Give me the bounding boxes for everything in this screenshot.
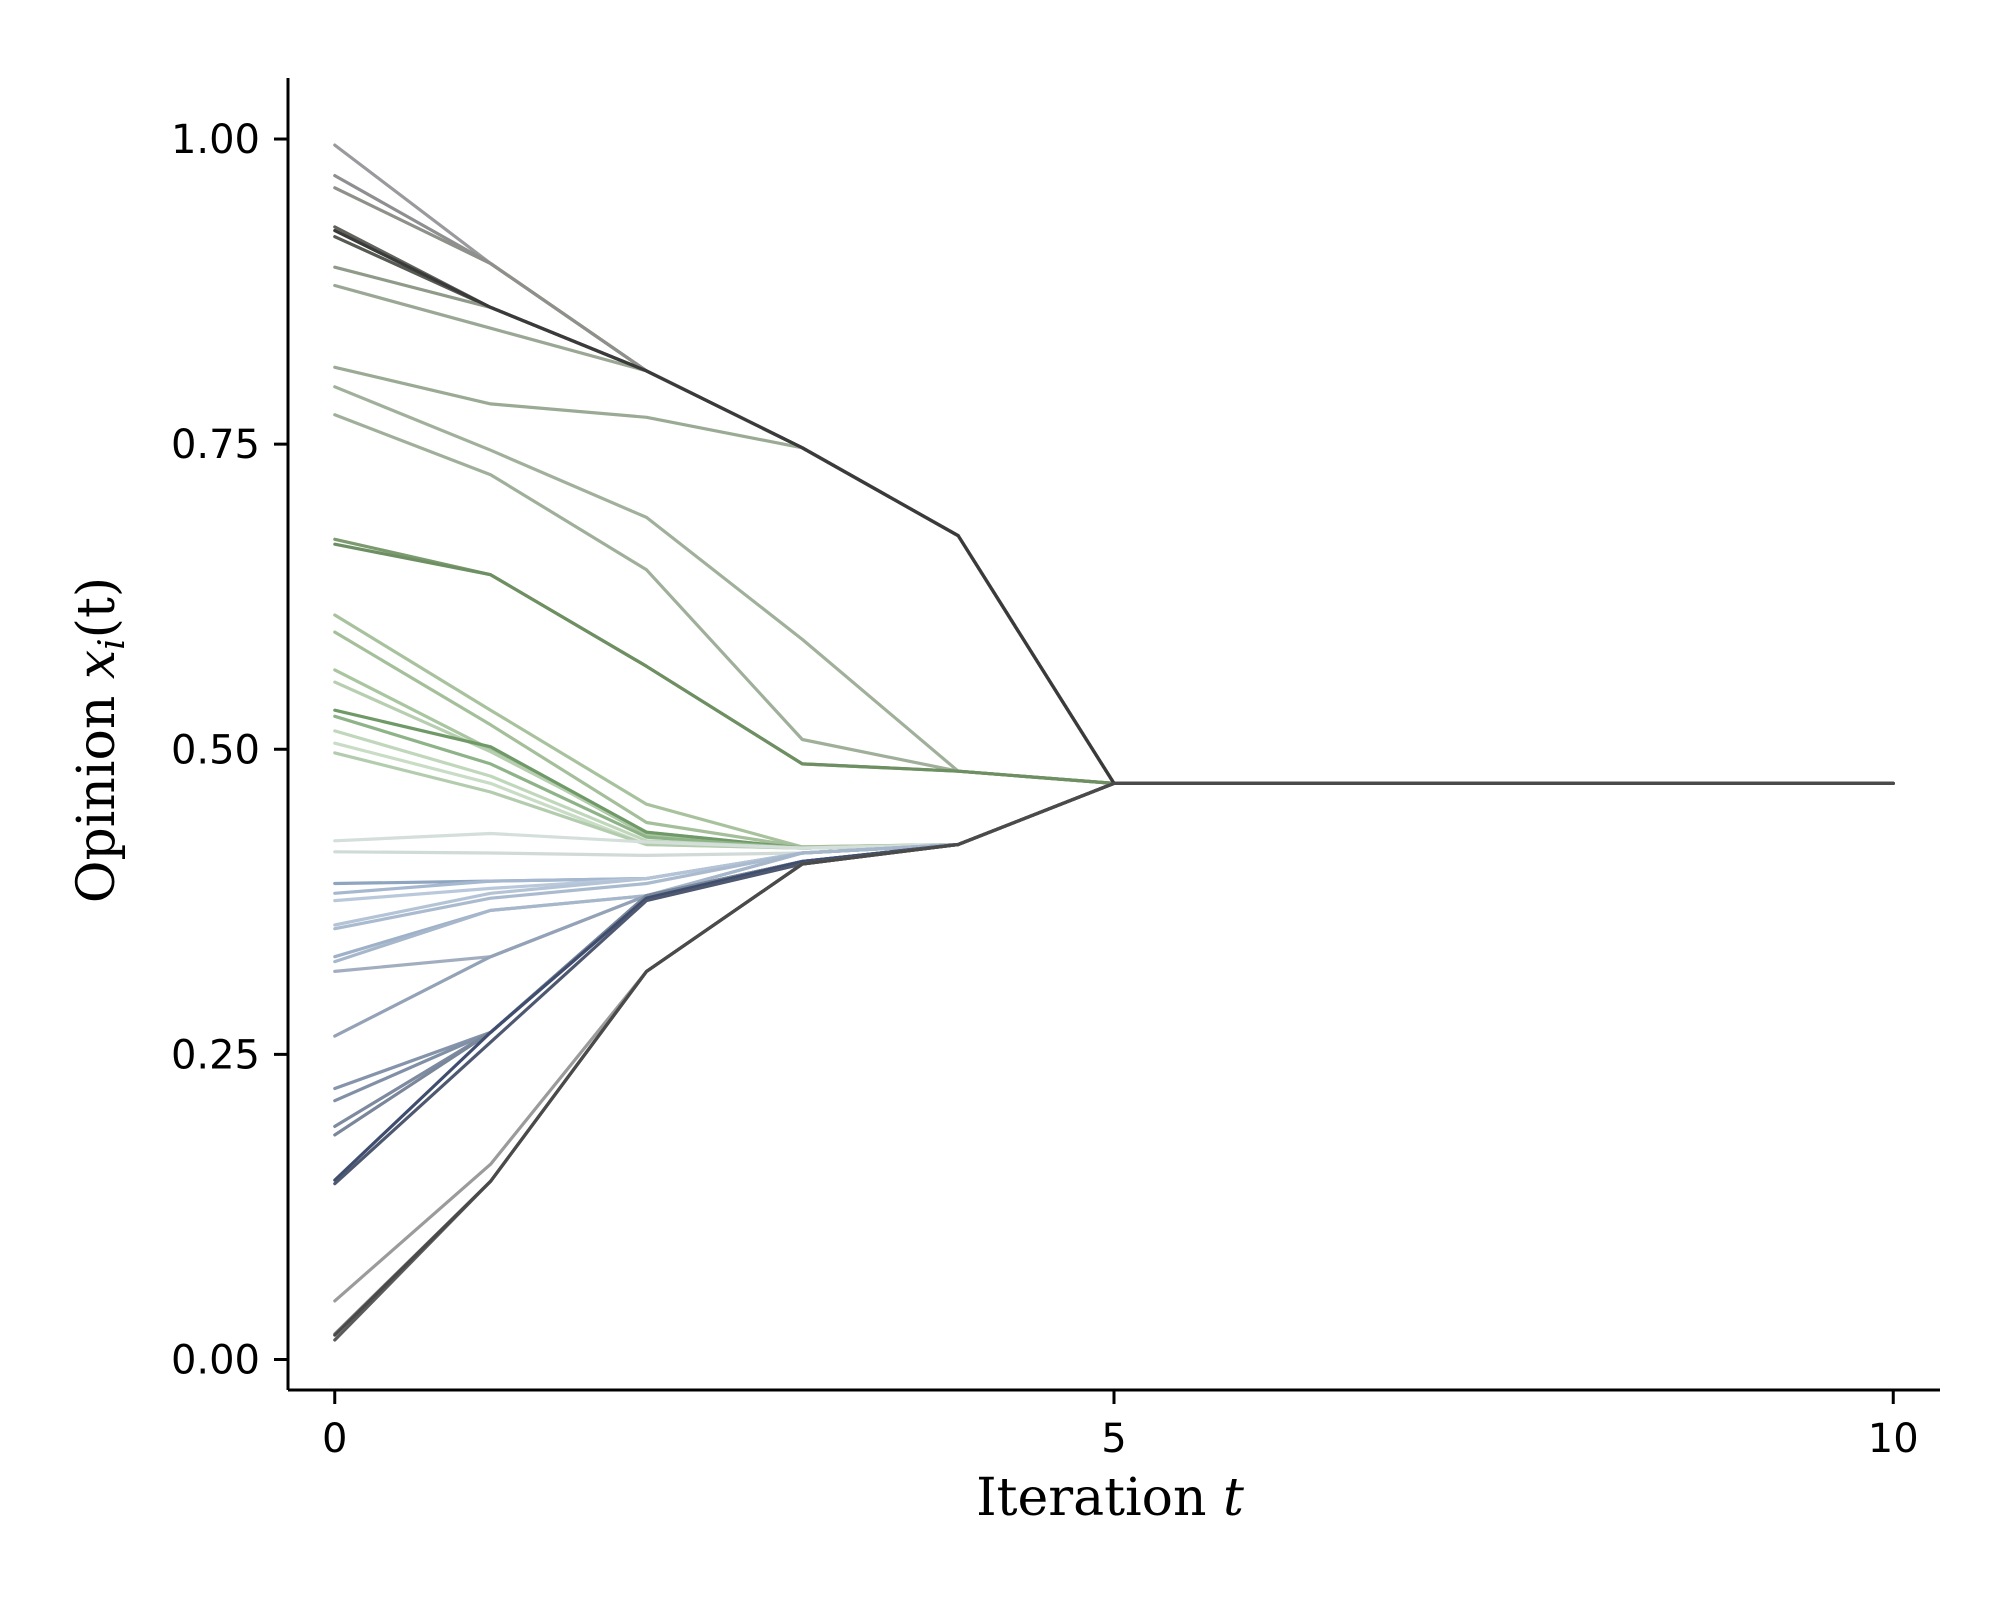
series-line-3 — [333, 225, 1895, 786]
y-axis-label-text: Opinion — [67, 679, 127, 903]
series-layer — [333, 143, 1895, 1342]
series-line-36 — [333, 781, 1895, 1182]
series-line-30 — [333, 781, 1895, 974]
x-tick-label: 0 — [322, 1416, 347, 1462]
x-axis-label: Iteration t — [976, 1468, 1244, 1528]
y-tick-label: 0.25 — [171, 1032, 260, 1078]
axes-layer — [286, 78, 1940, 1392]
series-line-31 — [333, 781, 1895, 1038]
y-tick-label: 1.00 — [171, 117, 260, 163]
series-line-10 — [333, 537, 1895, 786]
series-line-41 — [333, 229, 1895, 786]
series-line-6 — [333, 283, 1895, 786]
series-line-5 — [333, 265, 1895, 786]
x-axis-label-var: t — [1223, 1468, 1244, 1528]
y-ticks: 0.00 0.25 0.50 0.75 1.00 — [171, 117, 288, 1383]
y-axis-label-tail: (t) — [67, 577, 127, 638]
series-line-27 — [333, 781, 1895, 931]
series-line-7 — [333, 365, 1895, 786]
y-axis-label-var: x — [67, 650, 127, 679]
series-line-0 — [333, 143, 1895, 786]
series-line-9 — [333, 413, 1895, 786]
series-line-39 — [333, 781, 1895, 1336]
y-tick-label: 0.75 — [171, 422, 260, 468]
series-line-8 — [333, 385, 1895, 786]
series-line-35 — [333, 781, 1895, 1137]
series-line-40 — [333, 781, 1895, 1342]
series-line-12 — [333, 613, 1895, 849]
series-line-16 — [333, 708, 1895, 850]
series-line-32 — [333, 781, 1895, 1091]
series-line-37 — [333, 781, 1895, 1186]
x-ticks: 0 5 10 — [322, 1390, 1919, 1462]
series-line-1 — [333, 174, 1895, 786]
y-axis-label-sub: i — [92, 638, 133, 650]
series-line-33 — [333, 781, 1895, 1103]
series-line-42 — [333, 781, 1895, 1337]
series-line-23 — [333, 781, 1895, 886]
series-line-2 — [333, 186, 1895, 786]
y-axis-label: Opinion xi(t) — [67, 577, 133, 903]
y-tick-label: 0.00 — [171, 1337, 260, 1383]
x-axis-label-text: Iteration — [976, 1468, 1223, 1528]
x-tick-label: 5 — [1101, 1416, 1126, 1462]
x-tick-label: 10 — [1868, 1416, 1919, 1462]
y-tick-label: 0.50 — [171, 727, 260, 773]
series-line-11 — [333, 542, 1895, 786]
series-line-38 — [333, 781, 1895, 1303]
series-line-15 — [333, 680, 1895, 850]
